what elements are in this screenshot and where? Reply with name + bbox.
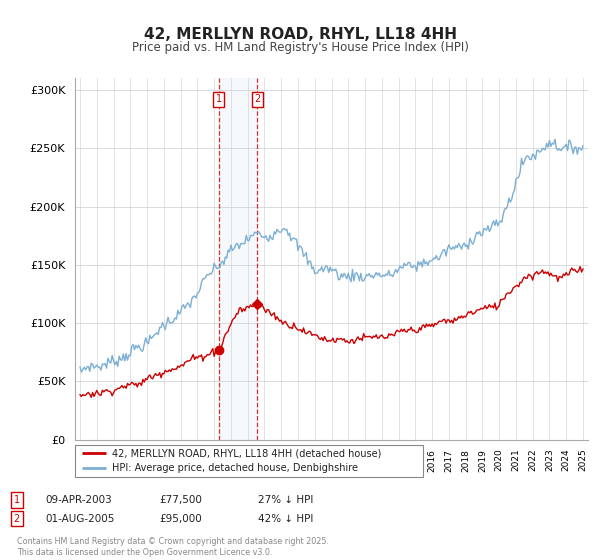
Text: 09-APR-2003: 09-APR-2003 <box>45 495 112 505</box>
Text: 42, MERLLYN ROAD, RHYL, LL18 4HH (detached house): 42, MERLLYN ROAD, RHYL, LL18 4HH (detach… <box>112 449 381 459</box>
Text: 2: 2 <box>14 514 20 524</box>
Text: 1: 1 <box>215 95 222 104</box>
Text: £95,000: £95,000 <box>159 514 202 524</box>
Text: 2: 2 <box>254 95 260 104</box>
Text: Contains HM Land Registry data © Crown copyright and database right 2025.
This d: Contains HM Land Registry data © Crown c… <box>17 537 329 557</box>
Bar <box>218 78 257 440</box>
Text: 27% ↓ HPI: 27% ↓ HPI <box>258 495 313 505</box>
Text: 1: 1 <box>14 495 20 505</box>
Text: HPI: Average price, detached house, Denbighshire: HPI: Average price, detached house, Denb… <box>112 463 358 473</box>
Text: 01-AUG-2005: 01-AUG-2005 <box>45 514 115 524</box>
Text: Price paid vs. HM Land Registry's House Price Index (HPI): Price paid vs. HM Land Registry's House … <box>131 41 469 54</box>
Text: £77,500: £77,500 <box>159 495 202 505</box>
Text: 42% ↓ HPI: 42% ↓ HPI <box>258 514 313 524</box>
Text: 42, MERLLYN ROAD, RHYL, LL18 4HH: 42, MERLLYN ROAD, RHYL, LL18 4HH <box>143 27 457 42</box>
